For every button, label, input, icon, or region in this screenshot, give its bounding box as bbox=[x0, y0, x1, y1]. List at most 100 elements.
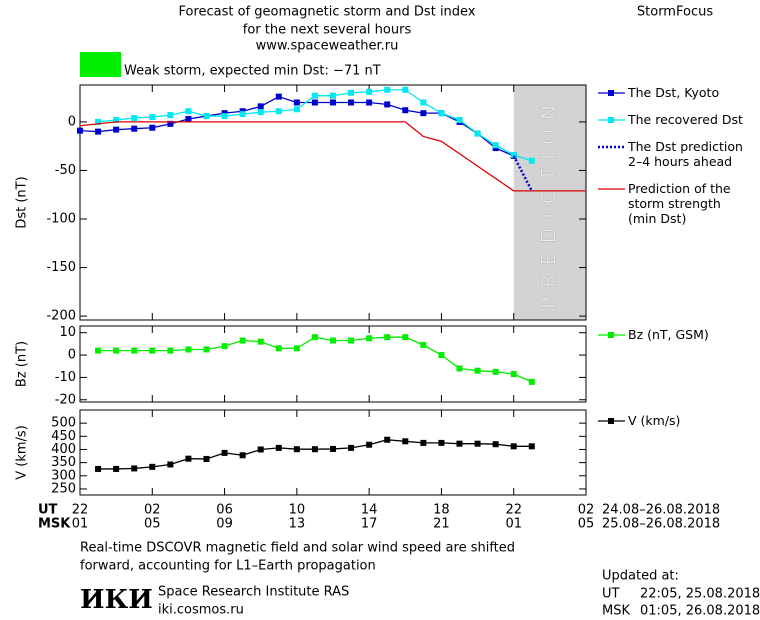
series-marker bbox=[330, 337, 336, 344]
y-tick-label: 300 bbox=[51, 468, 76, 483]
series-marker bbox=[95, 347, 102, 354]
series-marker bbox=[348, 99, 355, 106]
series-marker bbox=[348, 444, 355, 451]
series-marker bbox=[330, 445, 336, 452]
series-marker bbox=[384, 436, 391, 443]
y-tick-label: -150 bbox=[46, 260, 76, 275]
y-label: V (km/s) bbox=[15, 425, 30, 480]
note: Real-time DSCOVR magnetic field and sola… bbox=[80, 541, 515, 556]
series-marker bbox=[384, 334, 391, 341]
series-marker bbox=[438, 352, 445, 359]
series-marker bbox=[510, 371, 517, 378]
series-marker bbox=[402, 86, 409, 93]
y-tick-label: -20 bbox=[55, 392, 76, 407]
series-marker bbox=[438, 439, 445, 446]
series-marker bbox=[492, 441, 499, 448]
series-marker bbox=[149, 463, 156, 470]
legend-marker bbox=[608, 90, 614, 96]
series-marker bbox=[185, 455, 192, 462]
series-marker bbox=[95, 118, 102, 125]
updated-title: Updated at: bbox=[602, 569, 679, 584]
plot-frame bbox=[79, 325, 587, 403]
updated-msk-label: MSK bbox=[602, 604, 630, 619]
y-tick-label: 400 bbox=[51, 442, 76, 457]
series-marker bbox=[348, 337, 355, 344]
y-tick-label: -10 bbox=[55, 370, 76, 385]
plot-frame bbox=[79, 409, 587, 496]
series-marker bbox=[167, 120, 174, 127]
title-line: www.spaceweather.ru bbox=[256, 39, 399, 54]
series-marker bbox=[366, 88, 373, 95]
series-line bbox=[98, 439, 532, 470]
series-marker bbox=[275, 345, 282, 352]
series-marker bbox=[167, 347, 174, 354]
series-marker bbox=[113, 126, 120, 133]
series-marker bbox=[293, 446, 300, 453]
series-marker bbox=[185, 115, 192, 122]
status-box bbox=[80, 52, 121, 77]
x2-label: MSK bbox=[38, 517, 71, 532]
legend-label: Bz (nT, GSM) bbox=[628, 327, 709, 342]
series-marker bbox=[311, 92, 318, 99]
series-marker bbox=[420, 439, 427, 446]
series-marker bbox=[420, 99, 427, 106]
series-marker bbox=[420, 110, 427, 117]
legend-label: The recovered Dst bbox=[628, 112, 743, 127]
series-marker bbox=[131, 115, 138, 122]
series-marker bbox=[257, 109, 264, 116]
series-marker bbox=[203, 346, 210, 353]
plot-frame bbox=[79, 84, 587, 321]
series-marker bbox=[402, 334, 409, 341]
y-tick-label: 500 bbox=[51, 416, 76, 431]
y-tick-label: 0 bbox=[68, 114, 76, 129]
series-marker bbox=[366, 441, 373, 448]
x2-tick-label: 01 bbox=[72, 517, 89, 532]
legend-label: The Dst, Kyoto bbox=[628, 85, 720, 100]
x-tick-label: 22 bbox=[505, 503, 522, 518]
legend-marker bbox=[608, 418, 614, 424]
series-marker bbox=[330, 99, 336, 106]
x-tick-label: 02 bbox=[578, 503, 595, 518]
legend-label: Prediction of the storm strength (min Ds… bbox=[628, 181, 731, 226]
series-marker bbox=[239, 452, 246, 459]
x2-tick-label: 13 bbox=[289, 517, 306, 532]
series-marker bbox=[311, 99, 318, 106]
series-marker bbox=[275, 444, 282, 451]
series-marker bbox=[113, 347, 120, 354]
series-marker bbox=[131, 125, 138, 132]
note: forward, accounting for L1–Earth propaga… bbox=[80, 559, 376, 574]
series-marker bbox=[95, 128, 102, 135]
series-marker bbox=[420, 342, 427, 348]
series-marker bbox=[185, 108, 192, 115]
series-marker bbox=[311, 334, 318, 341]
series-marker bbox=[510, 151, 517, 158]
series-marker bbox=[203, 455, 210, 462]
series-marker bbox=[384, 101, 391, 108]
series-marker bbox=[474, 367, 481, 374]
series-marker bbox=[257, 338, 264, 345]
updated-ut-label: UT bbox=[602, 587, 620, 602]
x2-tick-label: 21 bbox=[433, 517, 450, 532]
series-marker bbox=[167, 112, 174, 119]
series-marker bbox=[366, 99, 373, 106]
x2-tick-label: 05 bbox=[144, 517, 161, 532]
x-tick-label: 06 bbox=[216, 503, 233, 518]
institute: Space Research Institute RAS bbox=[158, 585, 349, 600]
series-marker bbox=[113, 465, 120, 472]
series-marker bbox=[77, 127, 83, 134]
series-marker bbox=[149, 347, 156, 354]
series-marker bbox=[257, 103, 264, 110]
series-marker bbox=[185, 346, 192, 353]
legend-marker bbox=[608, 117, 614, 123]
x-tick-label: 18 bbox=[433, 503, 450, 518]
y-tick-label: -50 bbox=[55, 163, 76, 178]
url: iki.cosmos.ru bbox=[158, 603, 244, 618]
series-marker bbox=[510, 443, 517, 450]
legend-label: V (km/s) bbox=[628, 413, 681, 428]
series-marker bbox=[366, 335, 373, 342]
series-marker bbox=[221, 449, 228, 456]
series-marker bbox=[528, 157, 535, 164]
series-marker bbox=[474, 440, 481, 447]
